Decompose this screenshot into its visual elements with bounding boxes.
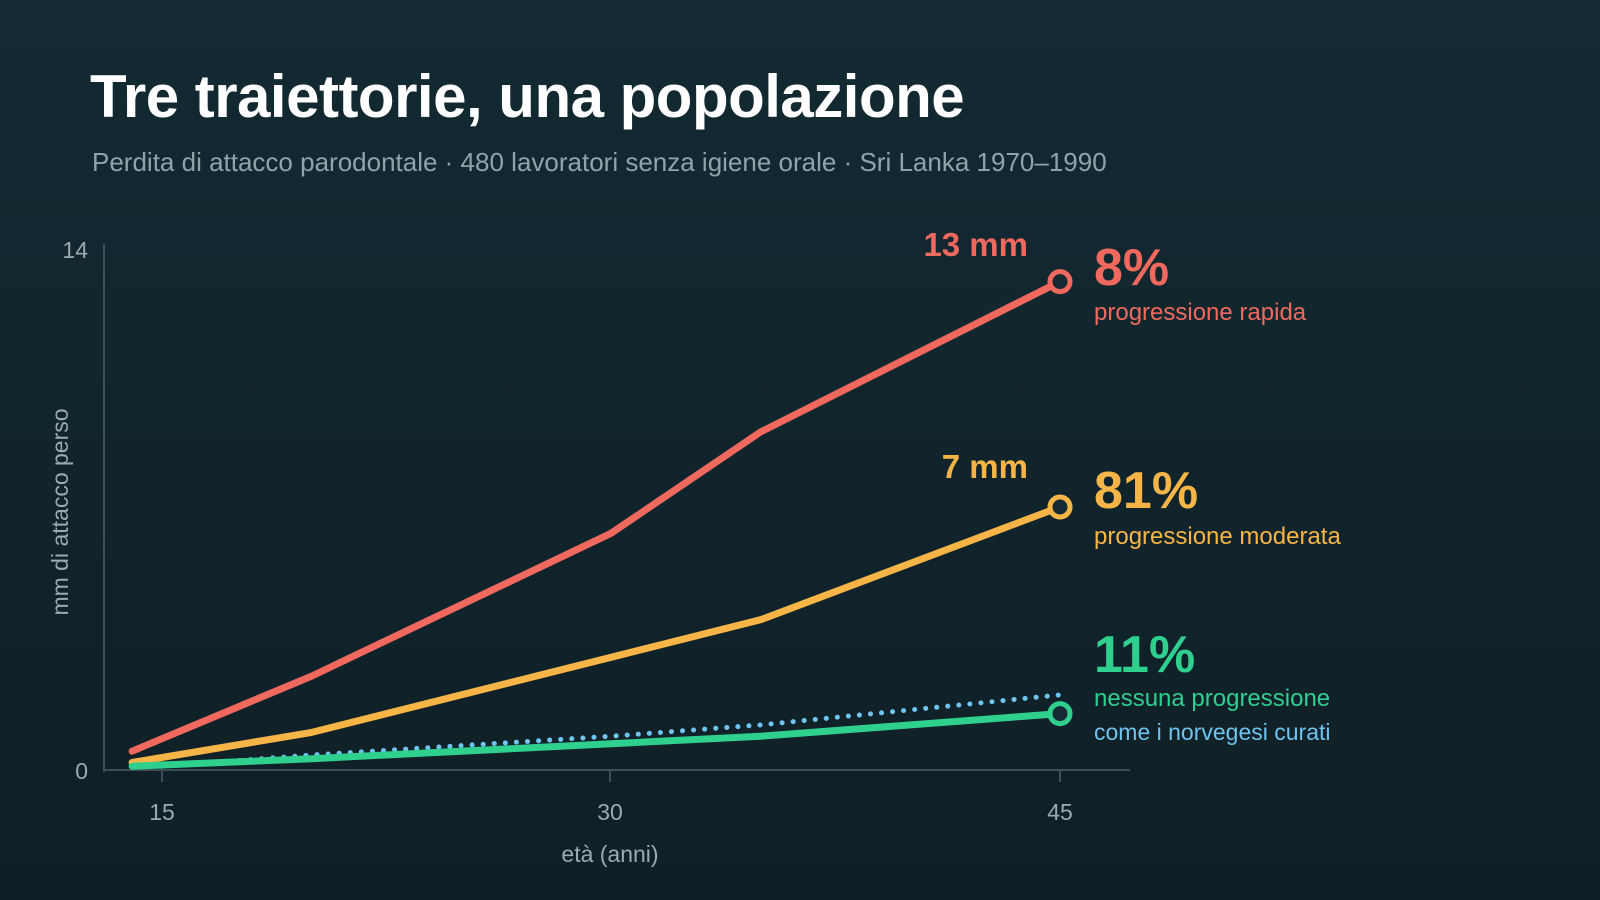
none-share-label: 11% <box>1094 626 1195 684</box>
rapid-end-value-label: 13 mm <box>923 226 1028 263</box>
rapid-series-label: progressione rapida <box>1094 299 1307 326</box>
x-axis-label: età (anni) <box>561 841 658 867</box>
chart-title: Tre traiettorie, una popolazione <box>90 63 965 130</box>
none-series-label: nessuna progressione <box>1094 685 1330 712</box>
series-line-rapid <box>128 278 1064 755</box>
moderate-end-value-label: 7 mm <box>942 448 1028 485</box>
moderate-series-label: progressione moderata <box>1094 523 1341 550</box>
chart-subtitle: Perdita di attacco parodontale · 480 lav… <box>92 147 1107 177</box>
series-line-moderate <box>128 503 1064 766</box>
y-tick-label-zero: 0 <box>75 758 88 784</box>
y-tick-label-max: 14 <box>62 237 88 263</box>
series-line-norway <box>159 692 1063 769</box>
series-line-none <box>128 710 1064 770</box>
x-tick-label-30: 30 <box>597 799 623 825</box>
rapid-share-label: 8% <box>1094 239 1169 297</box>
x-tick-label-15: 15 <box>149 799 175 825</box>
series-end-marker-moderate <box>1047 494 1073 520</box>
moderate-share-label: 81% <box>1094 462 1198 520</box>
series-layer <box>128 269 1073 770</box>
x-tick-label-45: 45 <box>1047 799 1073 825</box>
norway-series-label: come i norvegesi curati <box>1094 719 1331 745</box>
series-end-marker-none <box>1047 701 1073 727</box>
series-end-marker-rapid <box>1047 269 1073 295</box>
y-axis-label: mm di attacco perso <box>47 408 73 615</box>
